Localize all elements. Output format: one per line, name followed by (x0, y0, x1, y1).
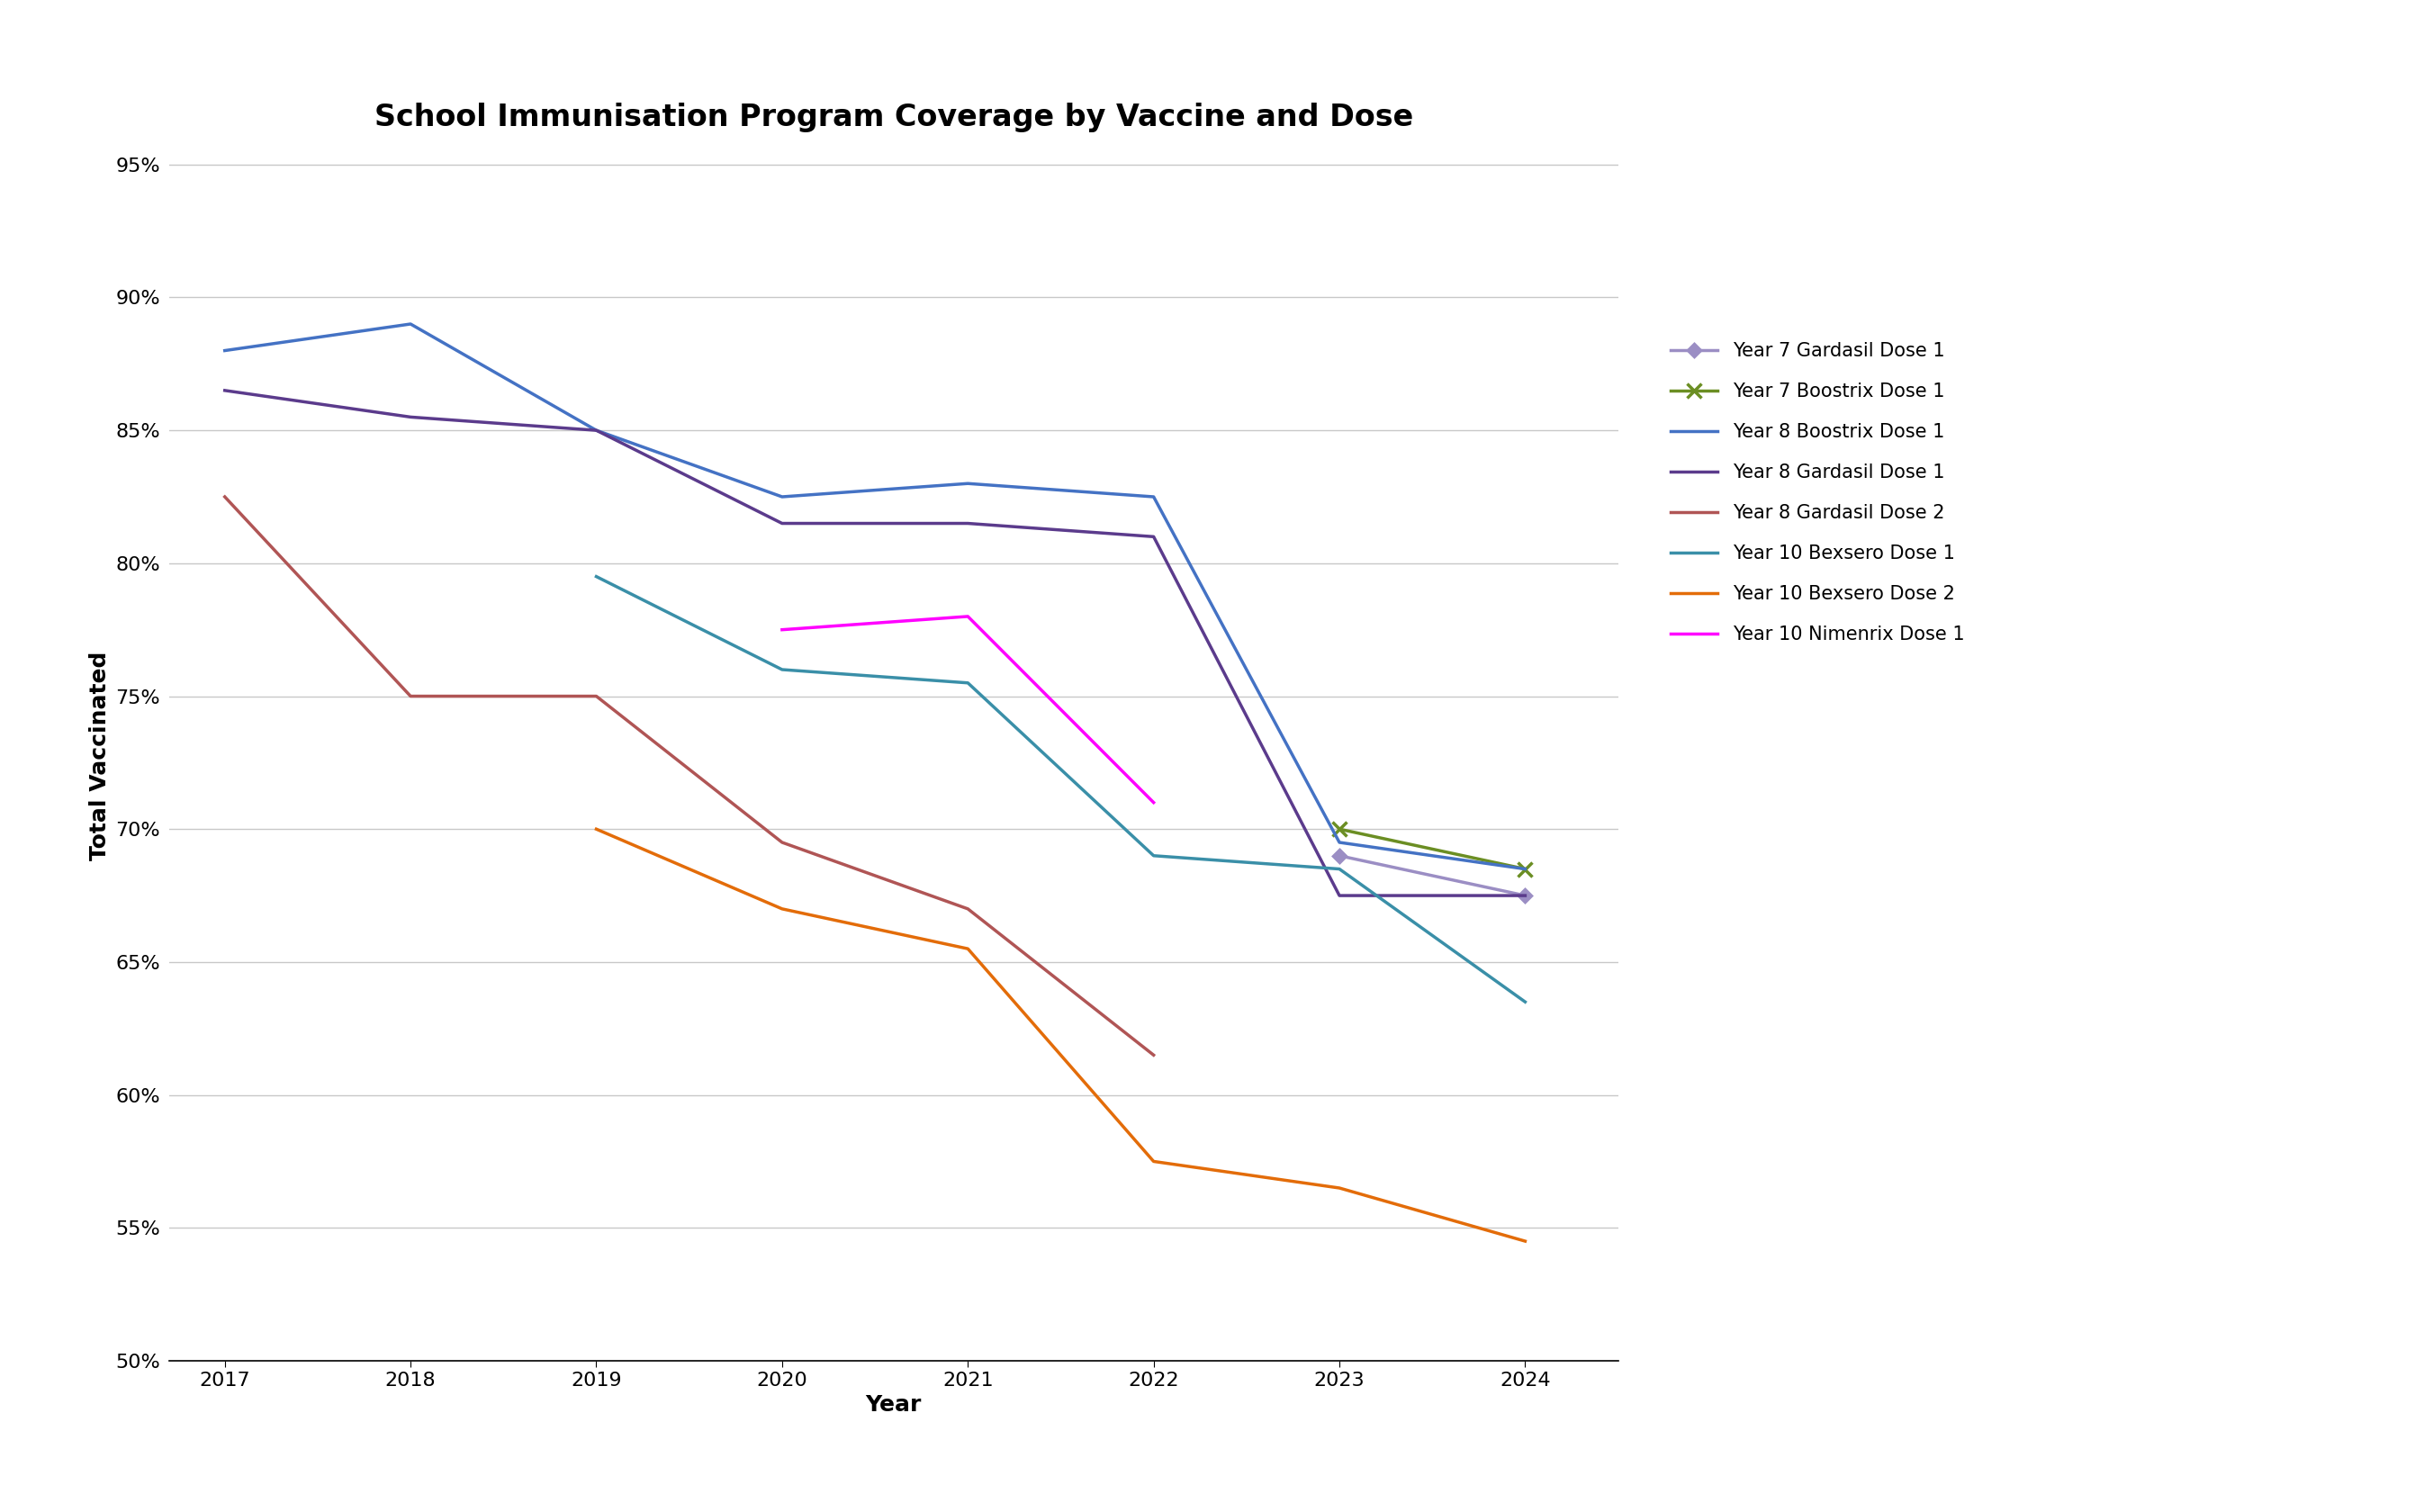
Year 8 Gardasil Dose 1 (768, 514, 797, 532)
Year 10 Bexsero Dose 2 (954, 939, 983, 957)
Y-axis label: Total Vaccinated: Total Vaccinated (89, 652, 111, 860)
Year 10 Bexsero Dose 1 (1326, 860, 1355, 878)
Year 10 Bexsero Dose 1 (582, 567, 611, 585)
Year 8 Gardasil Dose 2 (1140, 1046, 1169, 1064)
Year 8 Gardasil Dose 1 (582, 422, 611, 440)
Year 8 Boostrix Dose 1 (582, 422, 611, 440)
Year 8 Boostrix Dose 1 (768, 488, 797, 507)
Line: Year 10 Bexsero Dose 2: Year 10 Bexsero Dose 2 (597, 829, 1526, 1241)
Year 8 Gardasil Dose 1 (1140, 528, 1169, 546)
Year 10 Bexsero Dose 2 (1140, 1152, 1169, 1170)
Line: Year 10 Nimenrix Dose 1: Year 10 Nimenrix Dose 1 (782, 617, 1154, 803)
Year 10 Bexsero Dose 1 (1140, 847, 1169, 865)
Year 8 Boostrix Dose 1 (396, 314, 425, 333)
X-axis label: Year: Year (865, 1394, 923, 1417)
Year 8 Boostrix Dose 1 (210, 342, 239, 360)
Year 10 Bexsero Dose 1 (1512, 993, 1541, 1012)
Year 10 Nimenrix Dose 1 (1140, 794, 1169, 812)
Year 8 Gardasil Dose 1 (1512, 886, 1541, 904)
Year 8 Gardasil Dose 2 (954, 900, 983, 918)
Year 8 Gardasil Dose 2 (396, 686, 425, 705)
Year 8 Gardasil Dose 1 (954, 514, 983, 532)
Line: Year 8 Gardasil Dose 2: Year 8 Gardasil Dose 2 (225, 497, 1154, 1055)
Title: School Immunisation Program Coverage by Vaccine and Dose: School Immunisation Program Coverage by … (374, 103, 1413, 133)
Year 7 Gardasil Dose 1 (1512, 886, 1541, 904)
Year 7 Boostrix Dose 1 (1512, 860, 1541, 878)
Line: Year 7 Boostrix Dose 1: Year 7 Boostrix Dose 1 (1333, 821, 1534, 877)
Year 10 Bexsero Dose 2 (1326, 1179, 1355, 1198)
Year 10 Nimenrix Dose 1 (768, 620, 797, 638)
Line: Year 8 Gardasil Dose 1: Year 8 Gardasil Dose 1 (225, 390, 1526, 895)
Year 7 Gardasil Dose 1 (1326, 847, 1355, 865)
Year 8 Gardasil Dose 1 (1326, 886, 1355, 904)
Year 10 Bexsero Dose 2 (582, 820, 611, 838)
Year 8 Boostrix Dose 1 (1326, 833, 1355, 851)
Year 10 Bexsero Dose 2 (1512, 1232, 1541, 1250)
Line: Year 7 Gardasil Dose 1: Year 7 Gardasil Dose 1 (1335, 851, 1529, 900)
Line: Year 8 Boostrix Dose 1: Year 8 Boostrix Dose 1 (225, 324, 1526, 869)
Year 8 Boostrix Dose 1 (1140, 488, 1169, 507)
Year 8 Gardasil Dose 2 (210, 488, 239, 507)
Line: Year 10 Bexsero Dose 1: Year 10 Bexsero Dose 1 (597, 576, 1526, 1002)
Year 10 Nimenrix Dose 1 (954, 608, 983, 626)
Year 8 Gardasil Dose 1 (396, 408, 425, 426)
Year 7 Boostrix Dose 1 (1326, 820, 1355, 838)
Year 8 Gardasil Dose 1 (210, 381, 239, 399)
Year 8 Gardasil Dose 2 (582, 686, 611, 705)
Year 8 Boostrix Dose 1 (954, 475, 983, 493)
Legend: Year 7 Gardasil Dose 1, Year 7 Boostrix Dose 1, Year 8 Boostrix Dose 1, Year 8 G: Year 7 Gardasil Dose 1, Year 7 Boostrix … (1671, 342, 1966, 644)
Year 10 Bexsero Dose 2 (768, 900, 797, 918)
Year 10 Bexsero Dose 1 (768, 661, 797, 679)
Year 10 Bexsero Dose 1 (954, 674, 983, 692)
Year 8 Boostrix Dose 1 (1512, 860, 1541, 878)
Year 8 Gardasil Dose 2 (768, 833, 797, 851)
